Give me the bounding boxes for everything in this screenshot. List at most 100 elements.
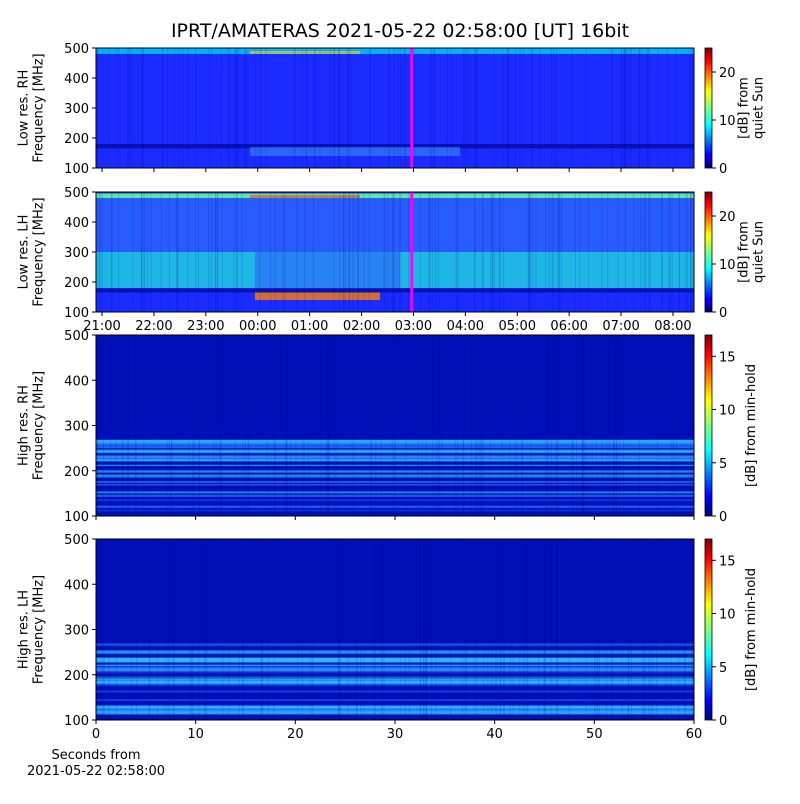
spectrogram-streak bbox=[301, 48, 303, 168]
spectrogram-streak bbox=[191, 539, 193, 720]
spectrogram-streak bbox=[337, 539, 339, 720]
y-axis-label: High res. LH bbox=[17, 590, 32, 669]
spectrogram-streak bbox=[391, 335, 393, 516]
spectrogram-streak bbox=[360, 539, 362, 720]
spectrogram-streak bbox=[560, 192, 562, 312]
spectrogram-streak bbox=[595, 539, 597, 720]
spectrogram-streak bbox=[417, 335, 419, 516]
spectrogram-streak bbox=[475, 48, 477, 168]
spectrogram-streak bbox=[175, 192, 177, 312]
spectrogram-streak bbox=[591, 335, 593, 516]
colorbar-label: quiet Sun bbox=[752, 77, 767, 139]
spectrogram-streak bbox=[347, 539, 349, 720]
spectrogram-streak bbox=[330, 48, 332, 168]
spectrogram-streak bbox=[498, 192, 500, 312]
spectrogram-band bbox=[96, 193, 694, 198]
spectrogram-streak bbox=[166, 335, 168, 516]
spectrogram-streak bbox=[574, 192, 576, 312]
spectrogram-streak bbox=[435, 192, 437, 312]
spectrogram-streak bbox=[422, 539, 424, 720]
spectrogram-streak bbox=[121, 335, 123, 516]
spectrogram-streak bbox=[244, 48, 246, 168]
y-tick-label: 200 bbox=[64, 276, 89, 291]
spectrogram-streak bbox=[319, 48, 321, 168]
spectrogram-band bbox=[250, 147, 460, 156]
spectrogram-streak bbox=[425, 539, 427, 720]
spectrogram-band bbox=[96, 643, 694, 646]
spectrogram-band bbox=[96, 446, 694, 448]
y-tick-label: 500 bbox=[64, 186, 89, 201]
spectrogram-streak bbox=[439, 335, 441, 516]
spectrogram-streak bbox=[528, 192, 530, 312]
spectrogram-streak bbox=[313, 48, 315, 168]
spectrogram-streak bbox=[500, 539, 502, 720]
spectrogram-streak bbox=[246, 48, 248, 168]
spectrogram-streak bbox=[96, 335, 98, 516]
spectrogram-streak bbox=[457, 192, 459, 312]
spectrogram-streak bbox=[241, 192, 243, 312]
spectrogram-streak bbox=[116, 539, 118, 720]
spectrogram-streak bbox=[675, 48, 677, 168]
spectrogram-streak bbox=[685, 192, 687, 312]
chart-title: IPRT/AMATERAS 2021-05-22 02:58:00 [UT] 1… bbox=[171, 20, 629, 42]
spectrogram-streak bbox=[135, 335, 137, 516]
spectrogram-streak bbox=[638, 48, 640, 168]
spectrogram-streak bbox=[434, 48, 436, 168]
y-tick-label: 400 bbox=[64, 216, 89, 231]
spectrogram-streak bbox=[553, 48, 555, 168]
spectrogram-streak bbox=[620, 48, 622, 168]
spectrogram-streak bbox=[142, 48, 144, 168]
spectrogram-streak bbox=[198, 539, 200, 720]
spectrogram-streak bbox=[177, 192, 179, 312]
colorbar-label: [dB] from bbox=[737, 221, 752, 283]
spectrogram-streak bbox=[352, 192, 354, 312]
spectrogram-streak bbox=[327, 335, 329, 516]
colorbar-tick-label: 15 bbox=[719, 350, 736, 365]
spectrogram-streak bbox=[690, 192, 692, 312]
spectrogram-streak bbox=[490, 192, 492, 312]
spectrogram-streak bbox=[306, 48, 308, 168]
spectrogram-streak bbox=[206, 539, 208, 720]
spectrogram-streak bbox=[582, 335, 584, 516]
x-tick-label: 08:00 bbox=[654, 319, 691, 334]
x-tick-label: 50 bbox=[586, 727, 603, 742]
spectrogram-streak bbox=[217, 192, 219, 312]
spectrogram-streak bbox=[419, 539, 421, 720]
spectrogram-streak bbox=[244, 335, 246, 516]
spectrogram-streak bbox=[624, 48, 626, 168]
x-tick-label: 01:00 bbox=[291, 319, 328, 334]
spectrogram-streak bbox=[644, 539, 646, 720]
spectrogram-streak bbox=[519, 48, 521, 168]
spectrogram-streak bbox=[507, 48, 509, 168]
spectrogram-streak bbox=[650, 539, 652, 720]
spectrogram-streak bbox=[109, 335, 111, 516]
spectrogram-streak bbox=[143, 335, 145, 516]
spectrogram-streak bbox=[285, 335, 287, 516]
spectrogram-streak bbox=[305, 48, 307, 168]
spectrogram-streak bbox=[666, 48, 668, 168]
spectrogram-streak bbox=[132, 192, 134, 312]
spectrogram-streak bbox=[503, 539, 505, 720]
spectrogram-streak bbox=[174, 48, 176, 168]
spectrogram-streak bbox=[346, 48, 348, 168]
spectrogram-streak bbox=[626, 48, 628, 168]
spectrogram-streak bbox=[345, 192, 347, 312]
spectrogram-streak bbox=[430, 48, 432, 168]
spectrogram-streak bbox=[551, 48, 553, 168]
x-tick-label: 00:00 bbox=[239, 319, 276, 334]
spectrogram-streak bbox=[606, 335, 608, 516]
spectrogram-streak bbox=[638, 48, 640, 168]
spectrogram-streak bbox=[648, 48, 650, 168]
spectrogram-streak bbox=[515, 48, 517, 168]
colorbar bbox=[704, 334, 713, 517]
spectrogram-streak bbox=[339, 539, 341, 720]
spectrogram-streak bbox=[516, 335, 518, 516]
spectrogram-streak bbox=[102, 335, 104, 516]
spectrogram-streak bbox=[692, 539, 694, 720]
spectrogram-streak bbox=[187, 48, 189, 168]
spectrogram-streak bbox=[215, 335, 217, 516]
spectrogram-streak bbox=[463, 335, 465, 516]
spectrogram-streak bbox=[373, 539, 375, 720]
spectrogram-band bbox=[96, 48, 694, 54]
colorbar-tick-label: 15 bbox=[719, 554, 736, 569]
